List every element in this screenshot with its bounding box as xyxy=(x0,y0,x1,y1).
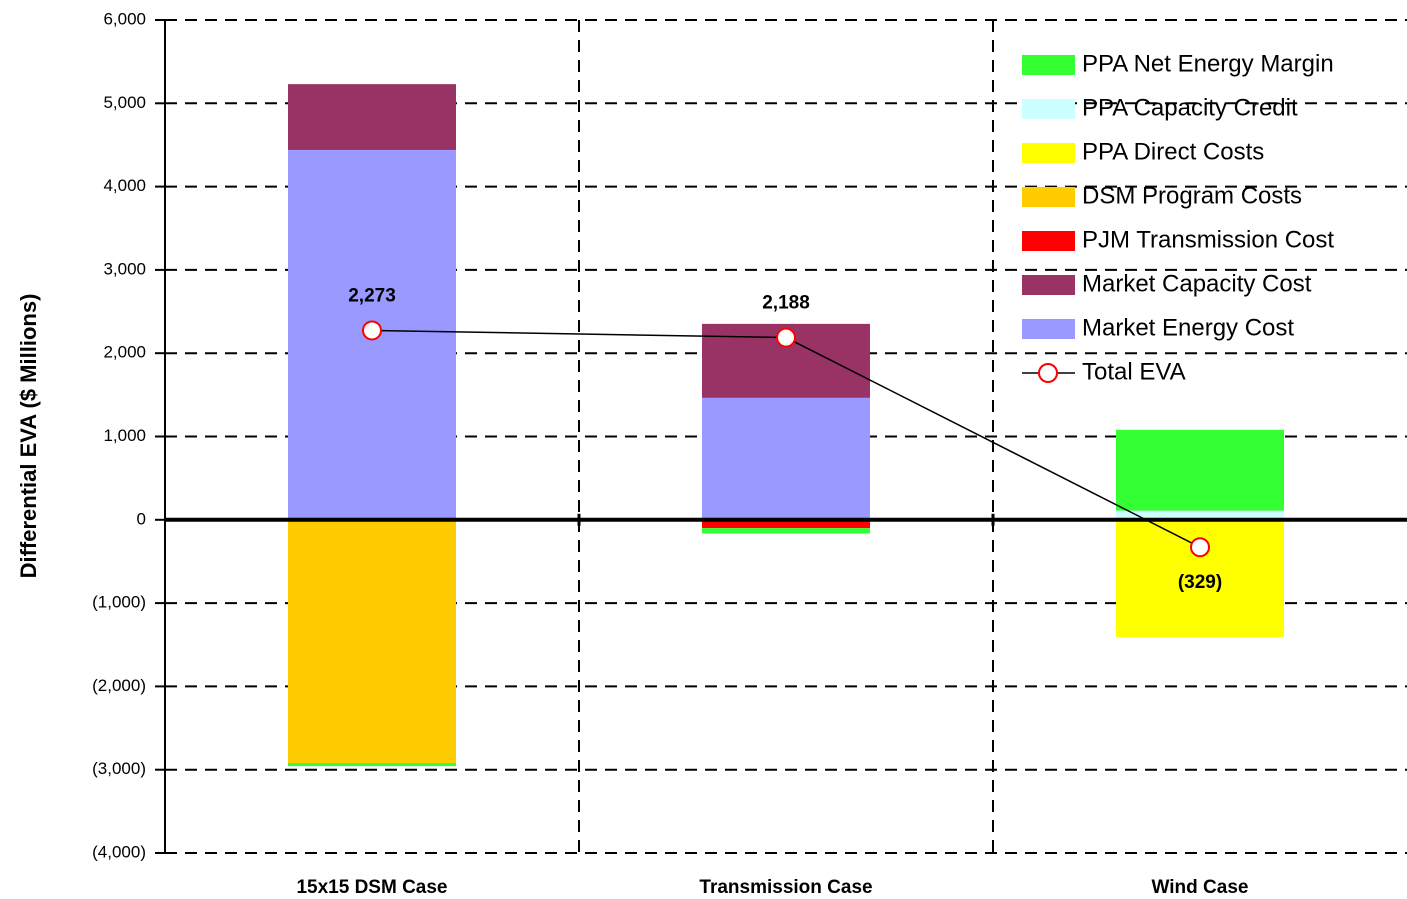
line-marker xyxy=(362,320,382,341)
bar-segment xyxy=(288,763,456,767)
line-marker xyxy=(1190,537,1210,558)
y-tick-label: 0 xyxy=(137,509,146,528)
legend-swatch xyxy=(1022,231,1075,251)
data-label: 2,273 xyxy=(348,285,396,306)
bar-segment xyxy=(702,528,870,534)
legend-swatch xyxy=(1022,55,1075,75)
legend-label: DSM Program Costs xyxy=(1082,182,1302,209)
y-tick-label: 2,000 xyxy=(103,343,146,362)
y-tick-label: 5,000 xyxy=(103,93,146,112)
y-tick-label: 3,000 xyxy=(103,259,146,278)
y-tick-label: (3,000) xyxy=(92,759,146,778)
legend-swatch xyxy=(1022,99,1075,119)
y-tick-label: 1,000 xyxy=(103,426,146,445)
y-tick-label: (1,000) xyxy=(92,593,146,612)
legend-label: Market Capacity Cost xyxy=(1082,270,1312,297)
bar-segment xyxy=(702,519,870,529)
legend-swatch xyxy=(1022,275,1075,295)
legend-label: PPA Direct Costs xyxy=(1082,138,1264,165)
legend-swatch xyxy=(1022,143,1075,163)
data-label: (329) xyxy=(1178,572,1222,593)
legend-label: Total EVA xyxy=(1082,358,1186,385)
legend-label: PJM Transmission Cost xyxy=(1082,226,1334,253)
y-tick-label: 4,000 xyxy=(103,176,146,195)
legend-marker xyxy=(1038,363,1058,383)
legend-swatch xyxy=(1022,319,1075,339)
x-tick-label: Wind Case xyxy=(1152,877,1249,898)
legend-label: PPA Net Energy Margin xyxy=(1082,50,1334,77)
y-tick-label: (4,000) xyxy=(92,842,146,861)
x-tick-label: 15x15 DSM Case xyxy=(296,877,447,898)
y-tick-label: 6,000 xyxy=(103,9,146,28)
x-tick-label: Transmission Case xyxy=(699,877,872,898)
bar-segment xyxy=(288,84,456,150)
line-marker xyxy=(776,327,796,348)
bar-segment xyxy=(1116,429,1284,511)
data-label: 2,188 xyxy=(762,293,810,314)
legend-label: Market Energy Cost xyxy=(1082,314,1294,341)
bar-segment xyxy=(1116,510,1284,520)
legend-swatch xyxy=(1022,187,1075,207)
y-axis-label: Differential EVA ($ Millions) xyxy=(16,294,41,579)
bar-segment xyxy=(288,519,456,764)
y-tick-label: (2,000) xyxy=(92,676,146,695)
legend-label: PPA Capacity Credit xyxy=(1082,94,1298,121)
bar-segment xyxy=(702,397,870,520)
